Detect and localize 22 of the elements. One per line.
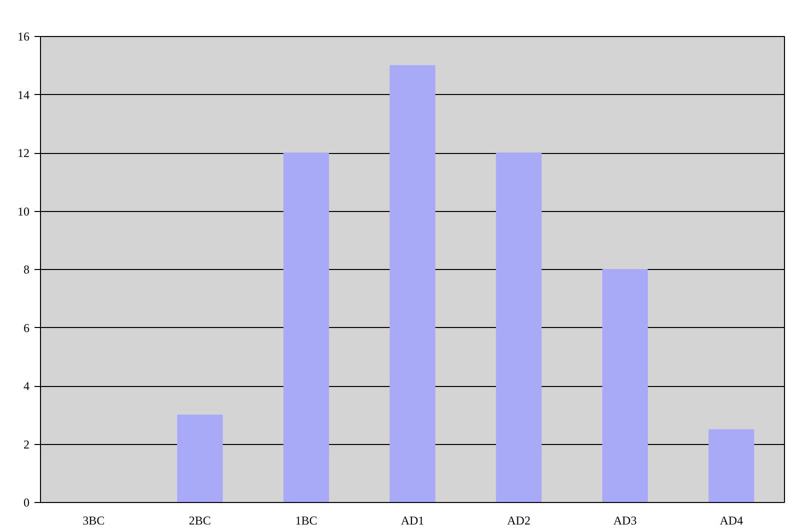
x-tick-label: AD4	[720, 514, 744, 528]
x-tick-label: AD3	[613, 514, 637, 528]
bar	[496, 152, 542, 502]
x-tick-label: 1BC	[295, 514, 318, 528]
y-tick-label: 4	[24, 379, 30, 393]
x-tick-label: AD1	[400, 514, 424, 528]
bar	[708, 429, 754, 502]
bar	[283, 152, 330, 502]
y-tick-label: 0	[24, 496, 30, 510]
x-tick-label: 2BC	[188, 514, 211, 528]
x-tick-label: 3BC	[82, 514, 105, 528]
y-tick-label: 10	[18, 204, 30, 218]
x-tick-label: AD2	[507, 514, 530, 528]
y-tick-label: 8	[24, 262, 30, 276]
bar	[602, 269, 648, 502]
bar	[390, 65, 436, 502]
y-tick-label: 16	[18, 30, 30, 44]
y-tick-label: 14	[18, 88, 30, 102]
y-tick-label: 6	[24, 320, 30, 335]
y-tick-label: 2	[24, 437, 30, 452]
y-tick-label: 12	[18, 146, 30, 160]
bar	[177, 414, 223, 502]
